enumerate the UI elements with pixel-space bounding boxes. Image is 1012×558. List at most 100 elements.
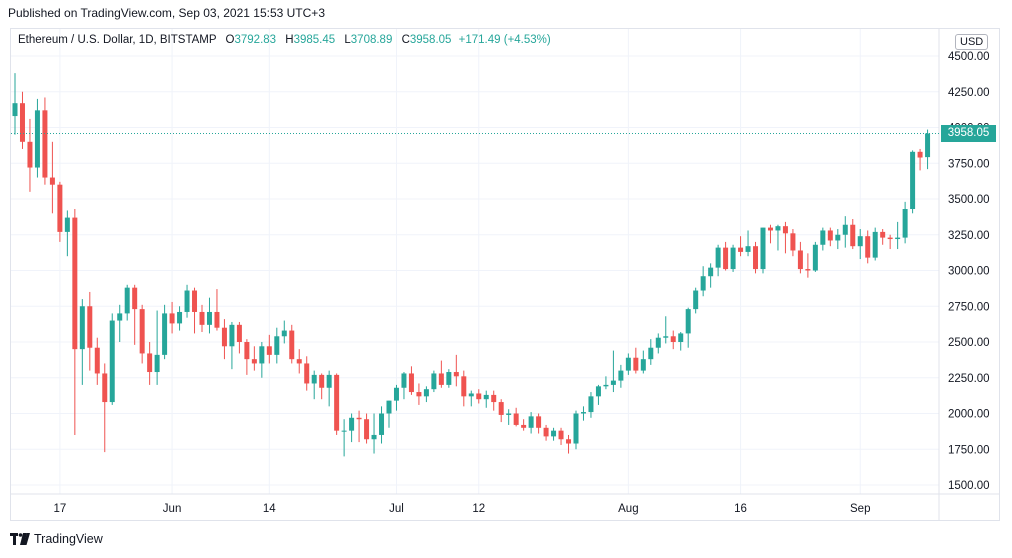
candle-body <box>551 430 557 437</box>
candle-body <box>132 287 138 310</box>
candle-body <box>865 236 871 258</box>
open-key: O <box>225 34 235 46</box>
candle-body <box>782 226 788 234</box>
candle-body <box>835 234 841 241</box>
candle-body <box>453 372 459 377</box>
candle-body <box>162 313 168 355</box>
y-tick-label: 1500.00 <box>948 480 990 492</box>
y-tick-label: 2000.00 <box>948 409 990 421</box>
high-value: 3985.45 <box>293 34 336 46</box>
candle-body <box>685 309 691 334</box>
candle-body <box>184 290 190 312</box>
candle-body <box>214 311 220 328</box>
candle-body <box>356 417 362 420</box>
candle-body <box>371 434 377 440</box>
candle-body <box>349 417 355 431</box>
candle-body <box>236 324 242 342</box>
candle-body <box>640 359 646 371</box>
candle-body <box>872 231 878 258</box>
candle-body <box>767 227 773 231</box>
y-tick-label: 3000.00 <box>948 266 990 278</box>
candle-body <box>738 247 744 252</box>
candle-body <box>595 386 601 397</box>
candle-body <box>117 313 123 321</box>
candle-body <box>812 244 818 271</box>
candle-body <box>558 430 564 440</box>
candle-body <box>27 141 33 168</box>
candle-body <box>603 384 609 387</box>
candle-body <box>147 353 153 373</box>
close-value: 3958.05 <box>409 34 452 46</box>
candle-body <box>177 311 183 324</box>
candle-body <box>633 357 639 371</box>
candle-body <box>169 313 175 324</box>
y-tick-label: 1750.00 <box>948 444 990 456</box>
candle-body <box>588 396 594 413</box>
candle-body <box>221 327 227 347</box>
candle-body <box>536 416 542 428</box>
candle-body <box>124 287 130 314</box>
chart-frame <box>10 28 1000 521</box>
candle-body <box>678 333 684 342</box>
x-tick-label: Aug <box>618 503 638 515</box>
candle-body <box>431 373 437 390</box>
candle-body <box>319 374 325 388</box>
x-tick-label: 17 <box>53 503 66 515</box>
candle-body <box>775 226 781 231</box>
candle-body <box>94 347 100 374</box>
symbol-legend: Ethereum / U.S. Dollar, 1D, BITSTAMP O 37… <box>18 34 551 46</box>
candle-body <box>655 337 661 348</box>
candle-body <box>446 372 452 385</box>
candle-body <box>670 336 676 342</box>
candle-body <box>820 230 826 245</box>
published-text: Published on TradingView.com, Sep 03, 20… <box>8 6 325 20</box>
candle-body <box>341 430 347 432</box>
candle-body <box>42 110 48 178</box>
candle-body <box>199 311 205 325</box>
candle-body <box>87 306 93 348</box>
candle-body <box>513 413 519 425</box>
candle-body <box>625 357 631 371</box>
candle-body <box>334 374 340 431</box>
y-tick-label: 2500.00 <box>948 337 990 349</box>
candle-body <box>506 413 512 415</box>
change-value: +171.49 (+4.53%) <box>458 34 551 46</box>
candle-body <box>715 247 721 268</box>
symbol-title[interactable]: Ethereum / U.S. Dollar, 1D, BITSTAMP <box>18 34 217 46</box>
footer-brand[interactable]: TradingView <box>10 532 103 546</box>
candle-body <box>154 354 160 373</box>
candle-body <box>857 236 863 247</box>
candle-body <box>274 336 280 355</box>
candle-body <box>618 370 624 381</box>
candle-body <box>925 133 931 158</box>
candle-body <box>393 387 399 401</box>
candle-body <box>49 177 55 185</box>
y-tick-label: 3250.00 <box>948 230 990 242</box>
candle-body <box>708 267 714 277</box>
candle-body <box>850 224 856 247</box>
low-value: 3708.89 <box>350 34 393 46</box>
candle-body <box>379 413 385 435</box>
candle-body <box>364 419 370 440</box>
candle-body <box>386 400 392 414</box>
candle-body <box>408 373 414 393</box>
candle-body <box>753 246 759 270</box>
candle-body <box>304 363 310 384</box>
candle-body <box>842 224 848 235</box>
candle-body <box>57 184 63 232</box>
candle-body <box>251 359 257 364</box>
candle-body <box>895 237 901 240</box>
candle-body <box>745 246 751 252</box>
candle-body <box>760 227 766 270</box>
y-tick-label: 4250.00 <box>948 87 990 99</box>
candle-body <box>723 247 729 270</box>
candle-body <box>610 380 616 385</box>
candle-body <box>326 374 332 388</box>
candle-body <box>259 346 265 364</box>
candle-body <box>289 330 295 360</box>
currency-button[interactable]: USD <box>955 34 989 50</box>
tradingview-logo-icon <box>10 533 30 545</box>
candle-body <box>401 373 407 388</box>
candle-body <box>648 347 654 360</box>
